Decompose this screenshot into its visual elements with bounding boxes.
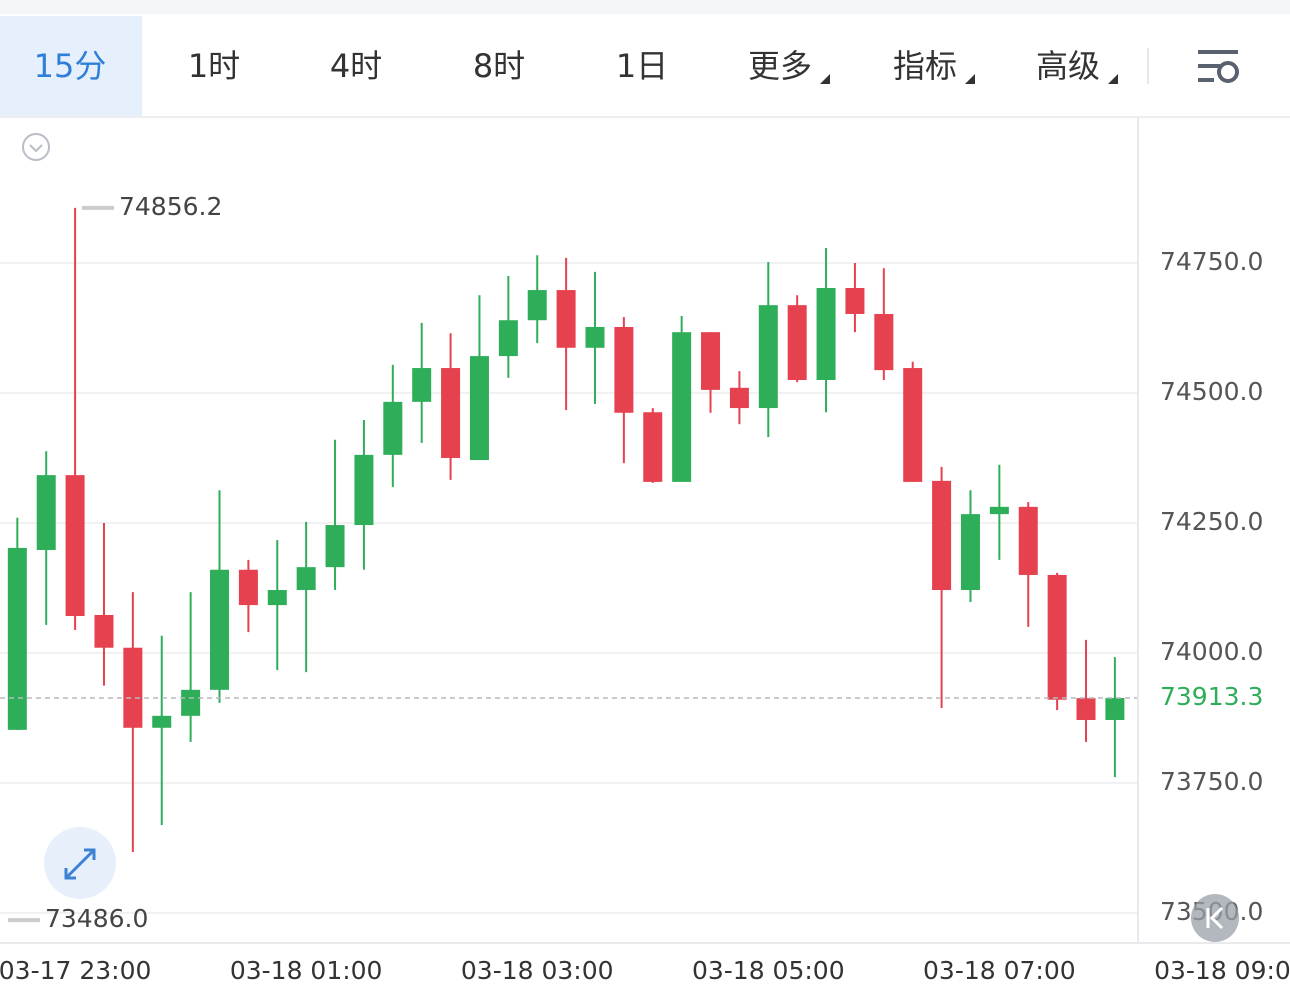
candle-body <box>960 514 980 591</box>
candle-body <box>181 689 201 716</box>
fullscreen-button[interactable] <box>44 827 116 899</box>
candle-body <box>758 305 778 409</box>
candle-body <box>296 567 316 591</box>
tab[interactable]: 1时 <box>188 47 240 85</box>
tab-active-bg <box>0 16 142 117</box>
candle-body <box>65 475 85 617</box>
y-tick-label: 74250.0 <box>1160 507 1263 536</box>
y-tick-label: 74000.0 <box>1160 637 1263 666</box>
candle-body <box>36 475 56 550</box>
top-strip <box>0 0 1290 14</box>
high-marker-label: 74856.2 <box>119 192 222 221</box>
candle-body <box>210 569 230 690</box>
candle-body <box>556 290 576 348</box>
tab-dropdown-arrow <box>965 74 975 84</box>
candle-body <box>989 506 1009 515</box>
candle-body <box>787 305 807 381</box>
candle-body <box>585 326 605 348</box>
tab[interactable]: 8时 <box>473 47 525 85</box>
tab[interactable]: 高级 <box>1036 47 1100 85</box>
candle-body <box>383 401 403 455</box>
x-tick-label: 03-18 05:00 <box>692 956 845 985</box>
candle-body <box>94 614 114 648</box>
toolbar: 15分 1时 4时 8时 1日 更多 指标 高级 <box>0 16 1118 117</box>
candle-body <box>152 715 172 728</box>
y-tick-label: 74750.0 <box>1160 247 1263 276</box>
candle-body <box>816 287 836 381</box>
candle-body <box>1018 506 1038 575</box>
candle-body <box>238 569 258 606</box>
tab[interactable]: 15分 <box>34 47 107 85</box>
x-tick-label: 03-18 07:00 <box>923 956 1076 985</box>
candle-body <box>903 368 923 482</box>
tab-dropdown-arrow <box>1108 74 1118 84</box>
candle-body <box>325 525 345 568</box>
candle-body <box>643 412 663 482</box>
candle-body <box>267 590 287 606</box>
candle-body <box>412 368 432 402</box>
settings-icon[interactable] <box>1198 50 1239 83</box>
plot: 73500.073750.074000.074250.074500.074750… <box>0 192 1290 985</box>
candle-body <box>845 287 865 314</box>
tab[interactable]: 更多 <box>748 47 812 85</box>
low-marker-label: 73486.0 <box>45 904 148 933</box>
candle-body <box>672 332 692 482</box>
tab-dropdown-arrow <box>820 74 830 84</box>
x-tick-label: 03-18 01:00 <box>230 956 383 985</box>
candle-body <box>441 368 461 458</box>
collapse-chevron <box>29 144 43 153</box>
candle-body <box>1047 574 1067 700</box>
y-tick-label: 73750.0 <box>1160 767 1263 796</box>
candle-body <box>7 547 27 730</box>
tab[interactable]: 4时 <box>330 47 382 85</box>
candle-body <box>932 480 952 591</box>
scroll-button[interactable] <box>1191 894 1239 942</box>
candle-body <box>1105 697 1125 720</box>
candle-body <box>498 320 518 357</box>
candle-body <box>527 290 547 321</box>
collapse-button[interactable] <box>22 133 50 161</box>
x-tick-label: 03-18 03:00 <box>461 956 614 985</box>
tab[interactable]: 指标 <box>893 47 957 85</box>
candle-body <box>123 647 143 728</box>
candle-body <box>874 313 894 371</box>
x-tick-label: 03-18 09:00 <box>1154 956 1290 985</box>
candle-body <box>701 332 721 390</box>
candle-body <box>469 356 489 461</box>
candle-body <box>354 454 374 526</box>
x-tick-label: 03-17 23:00 <box>0 956 151 985</box>
candle-body <box>729 387 749 409</box>
last-price-label: 73913.3 <box>1160 682 1263 711</box>
candle-body <box>614 326 634 413</box>
tab[interactable]: 1日 <box>616 47 668 85</box>
y-tick-label: 74500.0 <box>1160 377 1263 406</box>
candle-body <box>1076 698 1096 720</box>
